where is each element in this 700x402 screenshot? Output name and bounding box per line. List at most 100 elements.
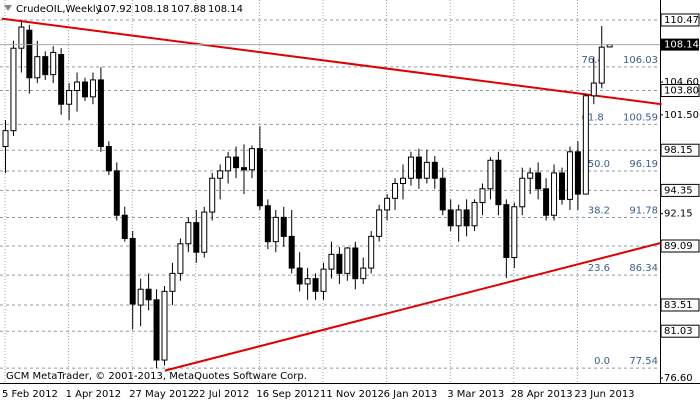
candle-body [392, 183, 399, 199]
level-box [660, 143, 700, 157]
level-label: 103.80 [664, 85, 699, 96]
candle-body [169, 272, 176, 292]
candle-body [551, 172, 558, 216]
candle-body [42, 56, 49, 76]
candle-body [431, 161, 438, 179]
candle-body [137, 288, 144, 306]
candle-body [280, 216, 287, 237]
x-tick-label: 23 Jun 2013 [574, 389, 634, 400]
y-tick-label: 104.60 [664, 77, 699, 88]
title-ohlc: 108.14 [208, 4, 243, 15]
candle-body [384, 197, 391, 211]
fib-price: 96.19 [629, 159, 658, 170]
candle-body [248, 148, 255, 171]
candle-body [503, 204, 510, 259]
candle-body [312, 278, 319, 292]
fib-price: 77.54 [629, 356, 658, 367]
level-label: 89.09 [664, 241, 693, 252]
fib-price: 106.03 [623, 55, 658, 66]
candle-body [519, 177, 526, 208]
candle-body [89, 79, 96, 98]
candle-body [66, 89, 73, 105]
level-label: 81.03 [664, 326, 693, 337]
candle-body [328, 253, 335, 270]
candle-body [304, 278, 311, 285]
candle-body [10, 47, 17, 132]
candle-body [121, 214, 128, 239]
candle-body [161, 290, 168, 361]
candle-body [97, 79, 104, 148]
candle-body [487, 159, 494, 190]
candle-body [511, 206, 518, 259]
fib-price: 100.59 [623, 112, 658, 123]
candle-body [598, 46, 605, 84]
candle-body [590, 82, 597, 97]
candle-body [479, 188, 486, 204]
candle-body [463, 209, 470, 227]
fib-ratio: 61.8 [582, 112, 604, 123]
level-box [660, 83, 700, 97]
candle-body [559, 172, 565, 200]
candle-body [50, 51, 57, 76]
fib-price: 86.34 [629, 263, 658, 274]
candle-body [145, 288, 152, 301]
candle-body [407, 156, 414, 179]
x-tick-label: 6 Jan 2013 [384, 389, 438, 400]
x-tick-label: 16 Sep 2012 [256, 389, 319, 400]
candle-body [225, 156, 232, 172]
candle-body [74, 81, 81, 91]
candle-body [58, 54, 65, 105]
candle-body [288, 235, 295, 269]
candle-body [400, 177, 406, 185]
candle-body [336, 253, 343, 274]
fib-ratio: 0.0 [594, 356, 610, 367]
candle-body [26, 29, 33, 79]
candle-body [264, 205, 271, 243]
candle-body [415, 156, 422, 179]
trendline [1, 17, 662, 106]
candle-body [217, 170, 224, 179]
candle-body [447, 209, 454, 227]
level-box [660, 239, 700, 253]
candle-body [376, 209, 383, 237]
x-tick-label: 3 Mar 2013 [447, 389, 504, 400]
candle-body [566, 151, 573, 200]
chart-title: CrudeOIL,Weekly [16, 4, 102, 15]
title-ohlc: 107.92 [97, 4, 132, 15]
candle-body [129, 237, 136, 305]
candle-body [455, 209, 462, 227]
candle-body [177, 243, 184, 274]
candle-body [368, 235, 375, 269]
candle-body [574, 151, 581, 195]
candle-body [344, 247, 351, 274]
x-tick-label: 22 Jul 2012 [193, 389, 250, 400]
x-tick-label: 27 May 2012 [129, 389, 194, 400]
x-tick-label: 5 Feb 2012 [2, 389, 58, 400]
level-box [660, 298, 700, 312]
fib-ratio: 38.2 [588, 206, 610, 217]
level-box [660, 13, 700, 27]
candle-body [256, 148, 263, 207]
fib-ratio: 50.0 [588, 159, 610, 170]
candle-body [153, 299, 160, 361]
level-label: 94.35 [664, 185, 693, 196]
x-tick-label: 11 Nov 2012 [320, 389, 384, 400]
plot: 76.4 106.03 61.8 100.59 50.0 96.19 38.2 91.78 23… [0, 0, 662, 383]
candle-body [527, 172, 534, 179]
candle-body [543, 188, 550, 216]
candle-body [582, 95, 589, 195]
candle-body [18, 26, 25, 49]
candle-body [193, 222, 200, 253]
x-tick-label: 1 Apr 2012 [66, 389, 121, 400]
level-box [660, 324, 700, 338]
level-box [660, 183, 700, 197]
candle-body [495, 159, 502, 206]
candle-body [535, 172, 542, 190]
title-ohlc: 108.18 [134, 4, 169, 15]
candle-body [320, 268, 327, 292]
candle-body [82, 81, 88, 98]
level-label: 110.47 [664, 15, 699, 26]
y-tick-label: 76.60 [664, 373, 693, 384]
x-tick-label: 28 Apr 2013 [511, 389, 573, 400]
